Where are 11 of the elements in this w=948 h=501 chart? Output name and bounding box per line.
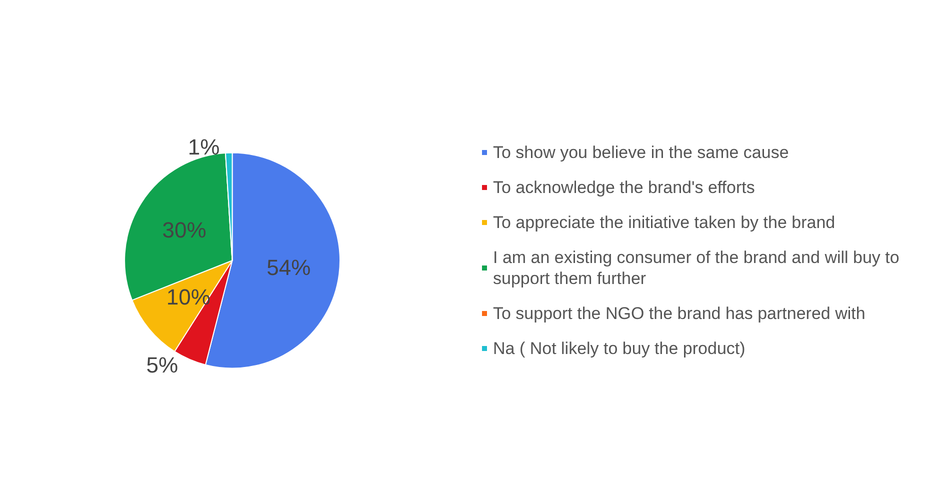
legend-label: I am an existing consumer of the brand and will buy to support them further	[493, 248, 904, 288]
data-label: 10%	[166, 284, 210, 310]
legend-label: To show you believe in the same cause	[493, 143, 789, 162]
data-label: 30%	[162, 218, 206, 243]
data-label: 5%	[146, 352, 178, 378]
legend-label: To acknowledge the brand's efforts	[493, 178, 755, 197]
data-label: 54%	[266, 255, 311, 280]
legend-label: Na ( Not likely to buy the product)	[493, 339, 746, 358]
data-label: 1%	[188, 134, 220, 160]
legend-label: To support the NGO the brand has partnered with	[493, 304, 866, 323]
legend-label: To appreciate the initiative taken by the brand	[493, 213, 836, 232]
